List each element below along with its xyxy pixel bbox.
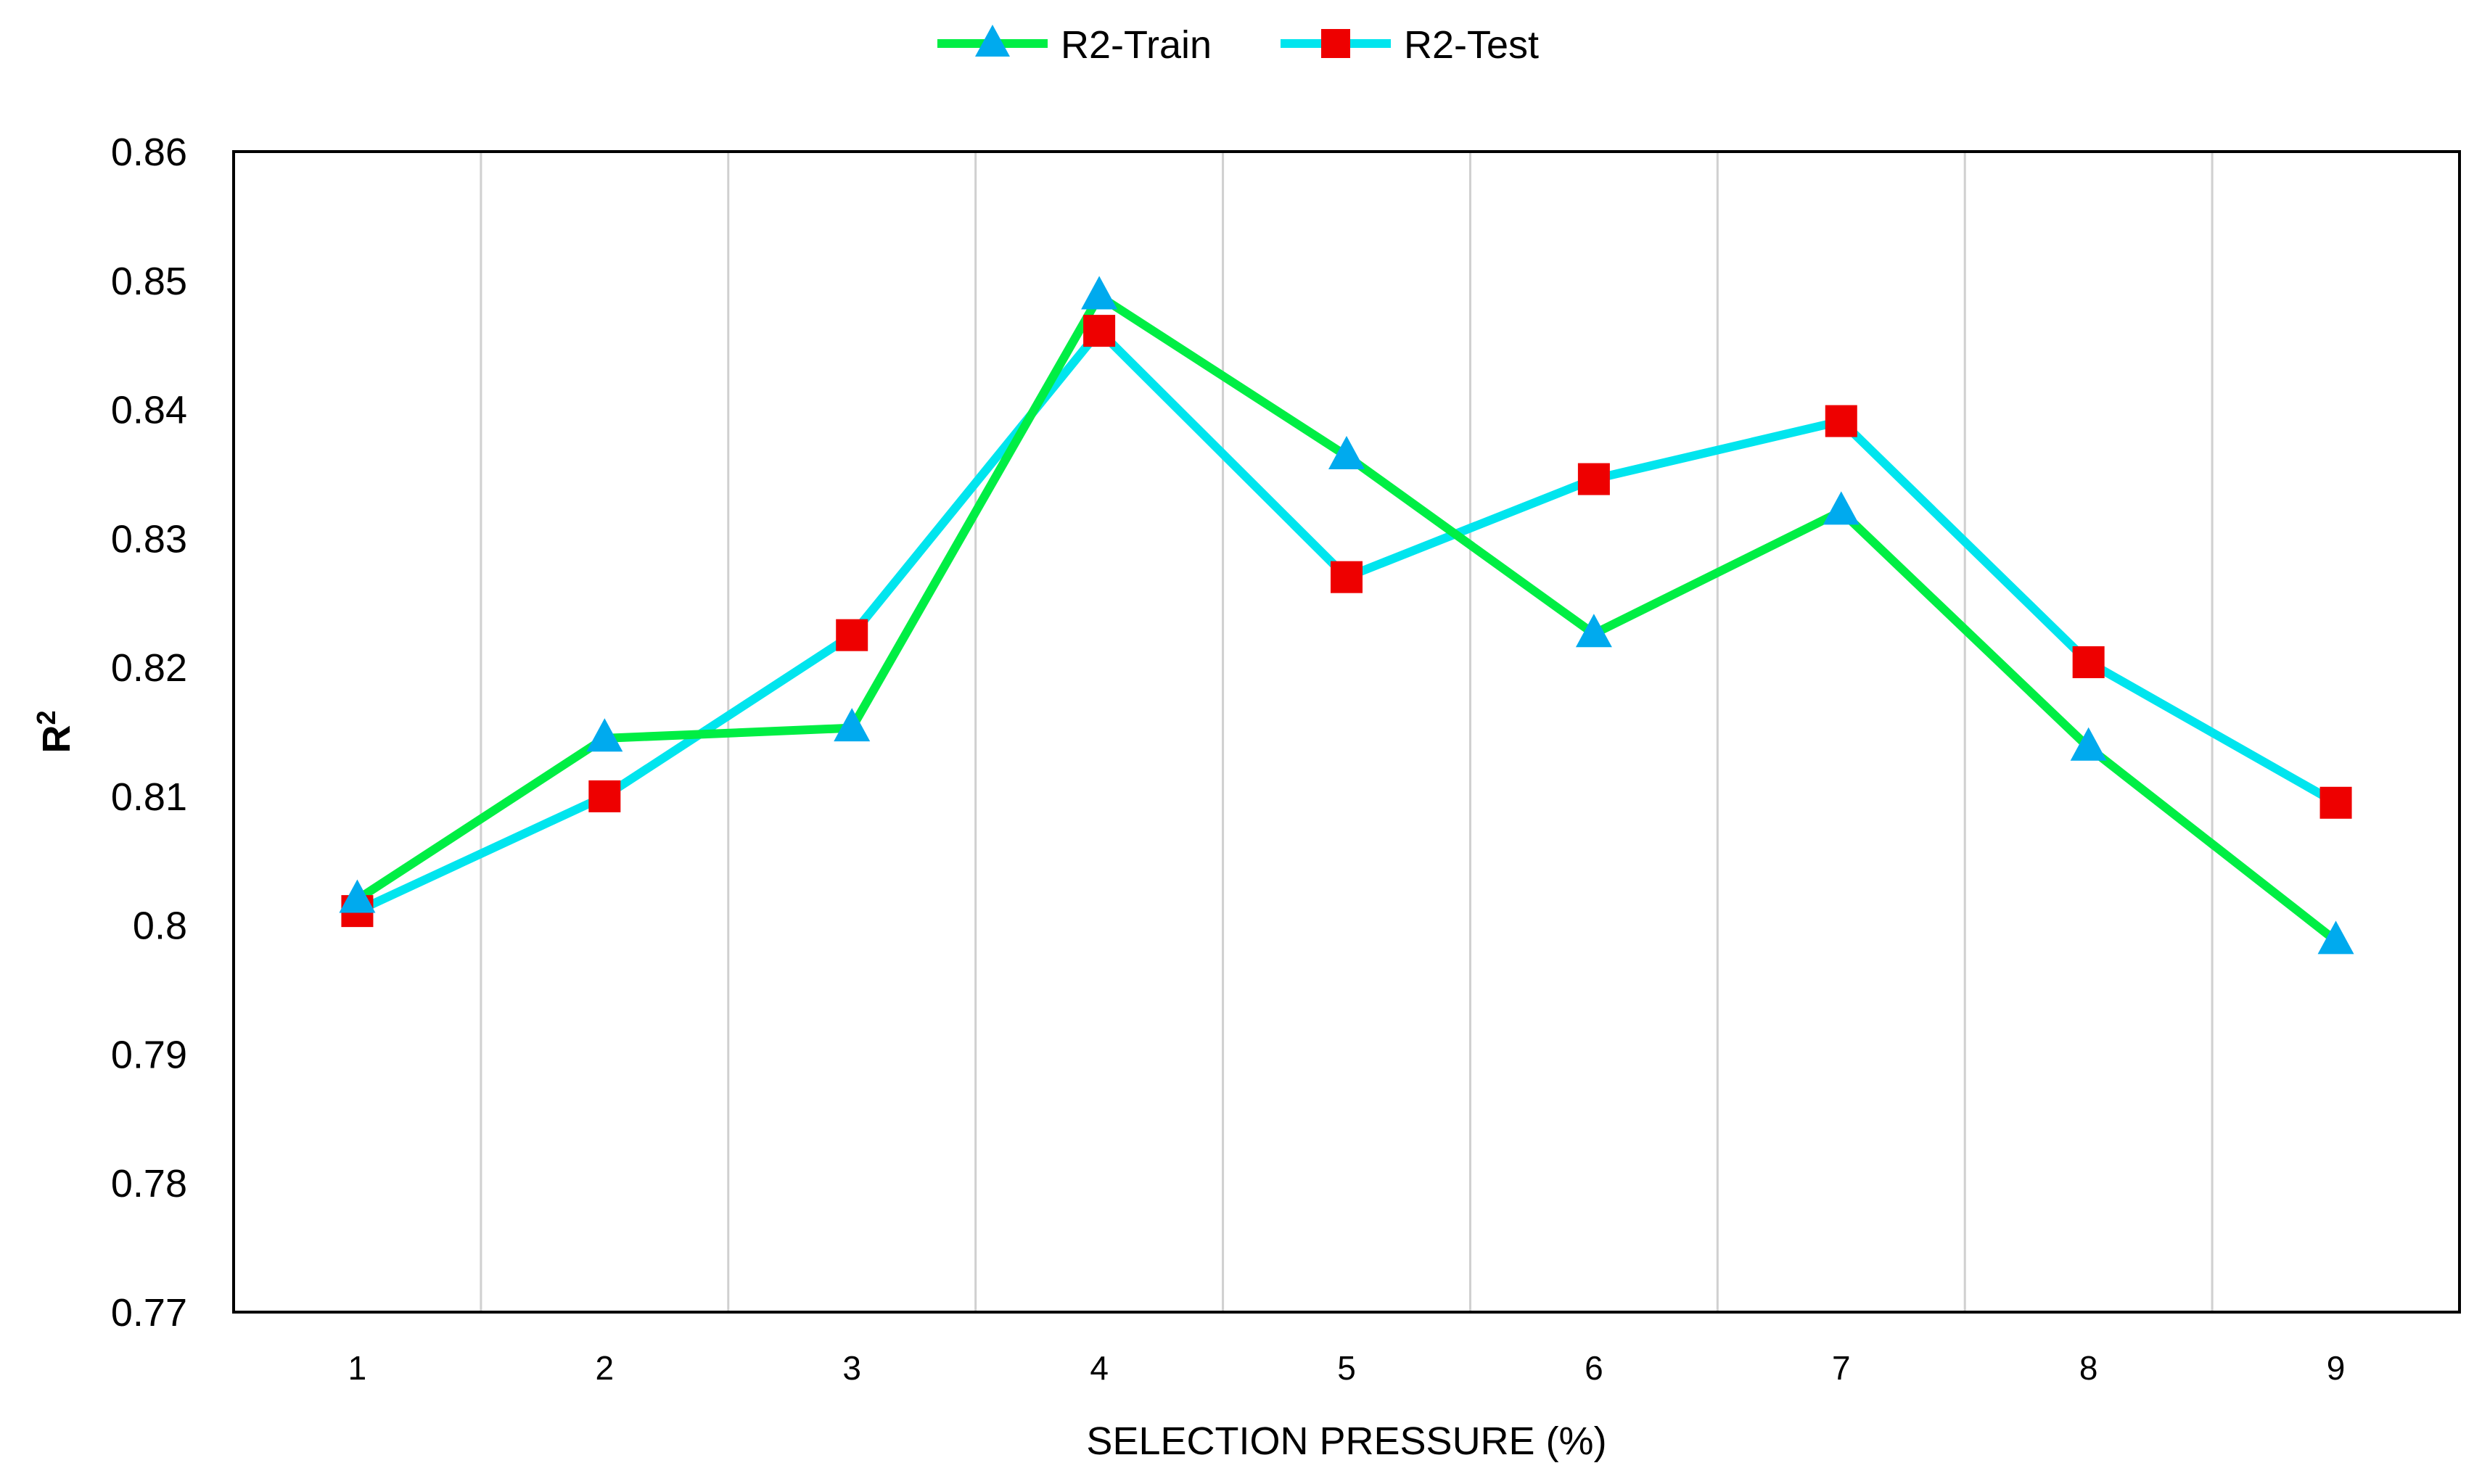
y-axis-title-base: R (35, 725, 78, 754)
data-point-test (836, 619, 868, 651)
y-tick-label: 0.86 (111, 131, 187, 174)
x-tick-label: 4 (1090, 1349, 1109, 1387)
data-point-test (2072, 646, 2105, 678)
data-point-test (1331, 561, 1363, 593)
data-point-test (588, 780, 621, 812)
y-tick-label: 0.8 (133, 904, 187, 948)
data-point-train (834, 708, 871, 742)
legend-label: R2-Train (1061, 23, 1212, 67)
y-tick-label: 0.82 (111, 646, 187, 690)
x-tick-label: 2 (596, 1349, 615, 1387)
x-tick-label: 1 (348, 1349, 367, 1387)
data-point-train (339, 879, 376, 913)
x-tick-label: 9 (2327, 1349, 2346, 1387)
y-axis-title: R2 (31, 710, 78, 753)
legend-label: R2-Test (1404, 23, 1539, 67)
data-point-train (1081, 276, 1118, 310)
data-point-train (2317, 920, 2354, 955)
data-point-train (1575, 614, 1612, 648)
y-tick-label: 0.79 (111, 1033, 187, 1076)
x-axis-title: SELECTION PRESSURE (%) (1086, 1419, 1606, 1463)
legend: R2-Train R2-Test (937, 23, 1539, 67)
y-tick-label: 0.78 (111, 1162, 187, 1205)
x-tick-label: 3 (842, 1349, 861, 1387)
legend-marker-triangle (975, 25, 1010, 57)
y-tick-label: 0.84 (111, 389, 187, 432)
data-point-train (1823, 491, 1860, 525)
y-tick-label: 0.85 (111, 260, 187, 303)
data-point-test (1825, 405, 1857, 437)
y-tick-label: 0.77 (111, 1291, 187, 1335)
y-tick-label: 0.81 (111, 775, 187, 819)
data-point-test (2319, 786, 2352, 819)
y-axis-title-superscript: 2 (31, 710, 61, 725)
series-line-R2-Test (355, 326, 2338, 915)
plot-area (232, 150, 2461, 1314)
legend-marker-square (1321, 29, 1350, 58)
x-tick-label: 7 (1832, 1349, 1851, 1387)
x-axis-ticks: 1 2 3 4 5 6 7 8 9 (348, 1349, 2346, 1387)
data-point-train (586, 718, 623, 752)
data-point-test (1083, 315, 1116, 347)
x-tick-label: 6 (1585, 1349, 1603, 1387)
data-point-train (2070, 727, 2107, 761)
y-axis-ticks: 0.86 0.85 0.84 0.83 0.82 0.81 0.8 0.79 0.78 0.77 (111, 131, 187, 1335)
series-markers (339, 276, 2354, 955)
gridlines (480, 152, 2214, 1312)
x-tick-label: 8 (2079, 1349, 2098, 1387)
series-lines (355, 292, 2339, 944)
x-tick-label: 5 (1337, 1349, 1356, 1387)
data-point-train (1328, 435, 1365, 469)
data-point-test (1577, 463, 1610, 495)
y-tick-label: 0.83 (111, 517, 187, 561)
